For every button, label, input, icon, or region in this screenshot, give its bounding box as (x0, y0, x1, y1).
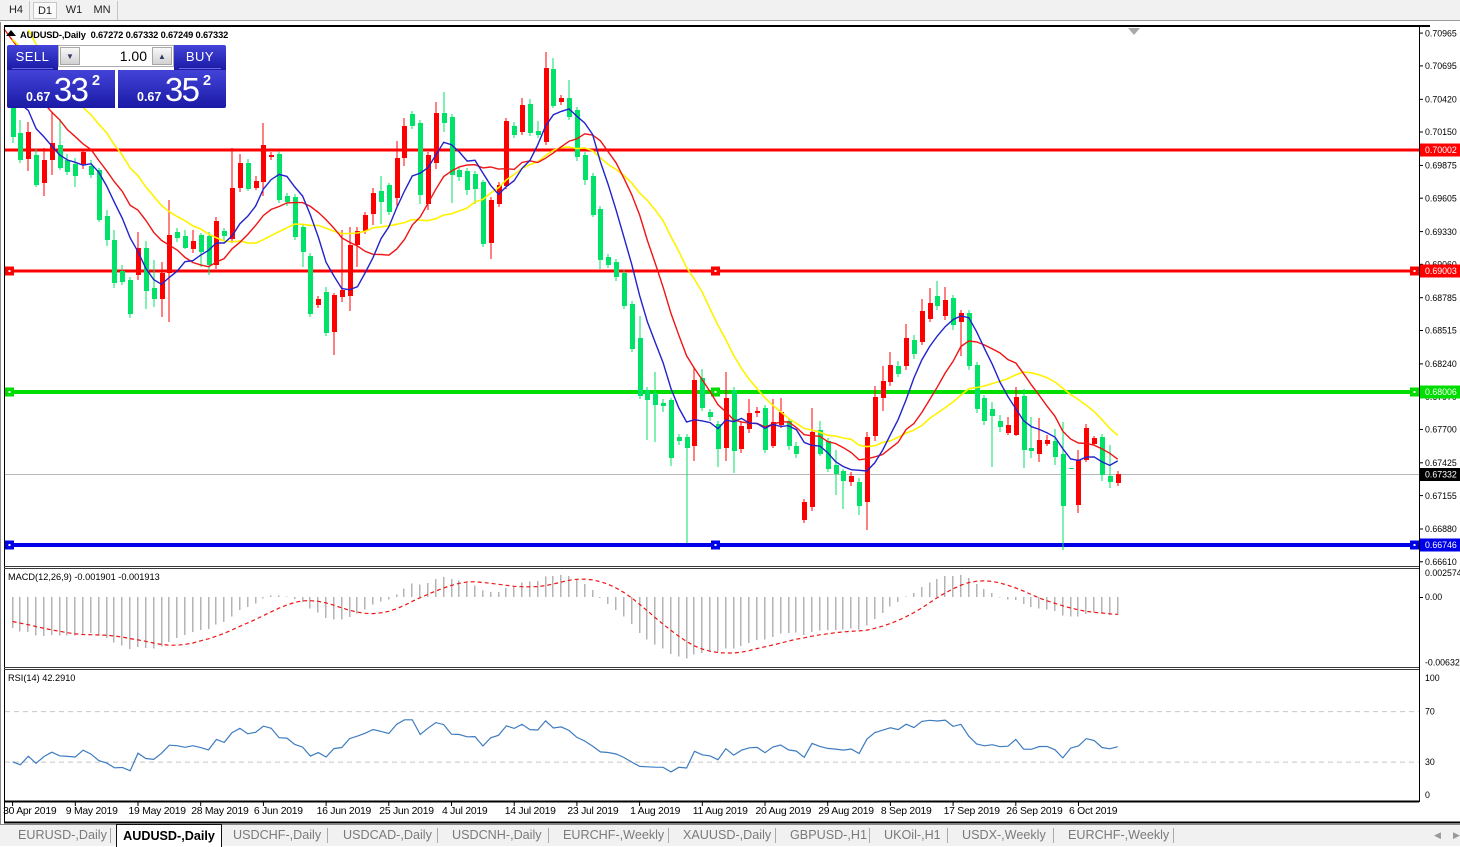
svg-text:0.67332: 0.67332 (1425, 470, 1457, 480)
svg-text:30 Apr 2019: 30 Apr 2019 (3, 806, 57, 817)
svg-text:0.67155: 0.67155 (1425, 491, 1457, 501)
svg-text:0.69330: 0.69330 (1425, 227, 1457, 237)
svg-text:0.66610: 0.66610 (1425, 557, 1457, 567)
svg-text:0.70695: 0.70695 (1425, 61, 1457, 71)
svg-text:6 Jun 2019: 6 Jun 2019 (254, 806, 303, 817)
svg-text:0.68006: 0.68006 (1425, 387, 1457, 397)
svg-text:16 Jun 2019: 16 Jun 2019 (317, 806, 372, 817)
svg-text:25 Jun 2019: 25 Jun 2019 (379, 806, 434, 817)
svg-text:100: 100 (1425, 673, 1440, 683)
svg-text:0.69875: 0.69875 (1425, 161, 1457, 171)
svg-text:0.002574: 0.002574 (1425, 568, 1460, 578)
svg-text:-0.006326: -0.006326 (1425, 658, 1460, 668)
svg-text:0.68785: 0.68785 (1425, 293, 1457, 303)
svg-text:0.69003: 0.69003 (1425, 266, 1457, 276)
svg-text:23 Jul 2019: 23 Jul 2019 (567, 806, 618, 817)
svg-text:9 May 2019: 9 May 2019 (66, 806, 118, 817)
svg-text:0.67700: 0.67700 (1425, 425, 1457, 435)
svg-text:6 Oct 2019: 6 Oct 2019 (1069, 806, 1118, 817)
svg-text:0.69605: 0.69605 (1425, 193, 1457, 203)
svg-text:19 May 2019: 19 May 2019 (129, 806, 187, 817)
svg-text:0.68240: 0.68240 (1425, 359, 1457, 369)
svg-text:26 Sep 2019: 26 Sep 2019 (1006, 806, 1063, 817)
svg-text:4 Jul 2019: 4 Jul 2019 (442, 806, 488, 817)
svg-text:11 Aug 2019: 11 Aug 2019 (693, 806, 748, 817)
svg-text:0.00: 0.00 (1425, 592, 1442, 602)
svg-text:70: 70 (1425, 707, 1435, 717)
svg-text:1 Aug 2019: 1 Aug 2019 (630, 806, 681, 817)
svg-text:20 Aug 2019: 20 Aug 2019 (756, 806, 812, 817)
svg-text:0.70002: 0.70002 (1425, 145, 1457, 155)
svg-text:0.66880: 0.66880 (1425, 524, 1457, 534)
svg-text:0.70965: 0.70965 (1425, 28, 1457, 38)
svg-text:17 Sep 2019: 17 Sep 2019 (944, 806, 1001, 817)
svg-text:0.70150: 0.70150 (1425, 127, 1457, 137)
svg-text:0.68515: 0.68515 (1425, 326, 1457, 336)
svg-text:0.67425: 0.67425 (1425, 458, 1457, 468)
svg-text:28 May 2019: 28 May 2019 (191, 806, 249, 817)
svg-text:8 Sep 2019: 8 Sep 2019 (881, 806, 932, 817)
svg-text:14 Jul 2019: 14 Jul 2019 (505, 806, 556, 817)
svg-text:0.70420: 0.70420 (1425, 95, 1457, 105)
svg-text:30: 30 (1425, 757, 1435, 767)
svg-text:0.66746: 0.66746 (1425, 540, 1457, 550)
svg-text:29 Aug 2019: 29 Aug 2019 (818, 806, 874, 817)
svg-text:0: 0 (1425, 790, 1430, 800)
